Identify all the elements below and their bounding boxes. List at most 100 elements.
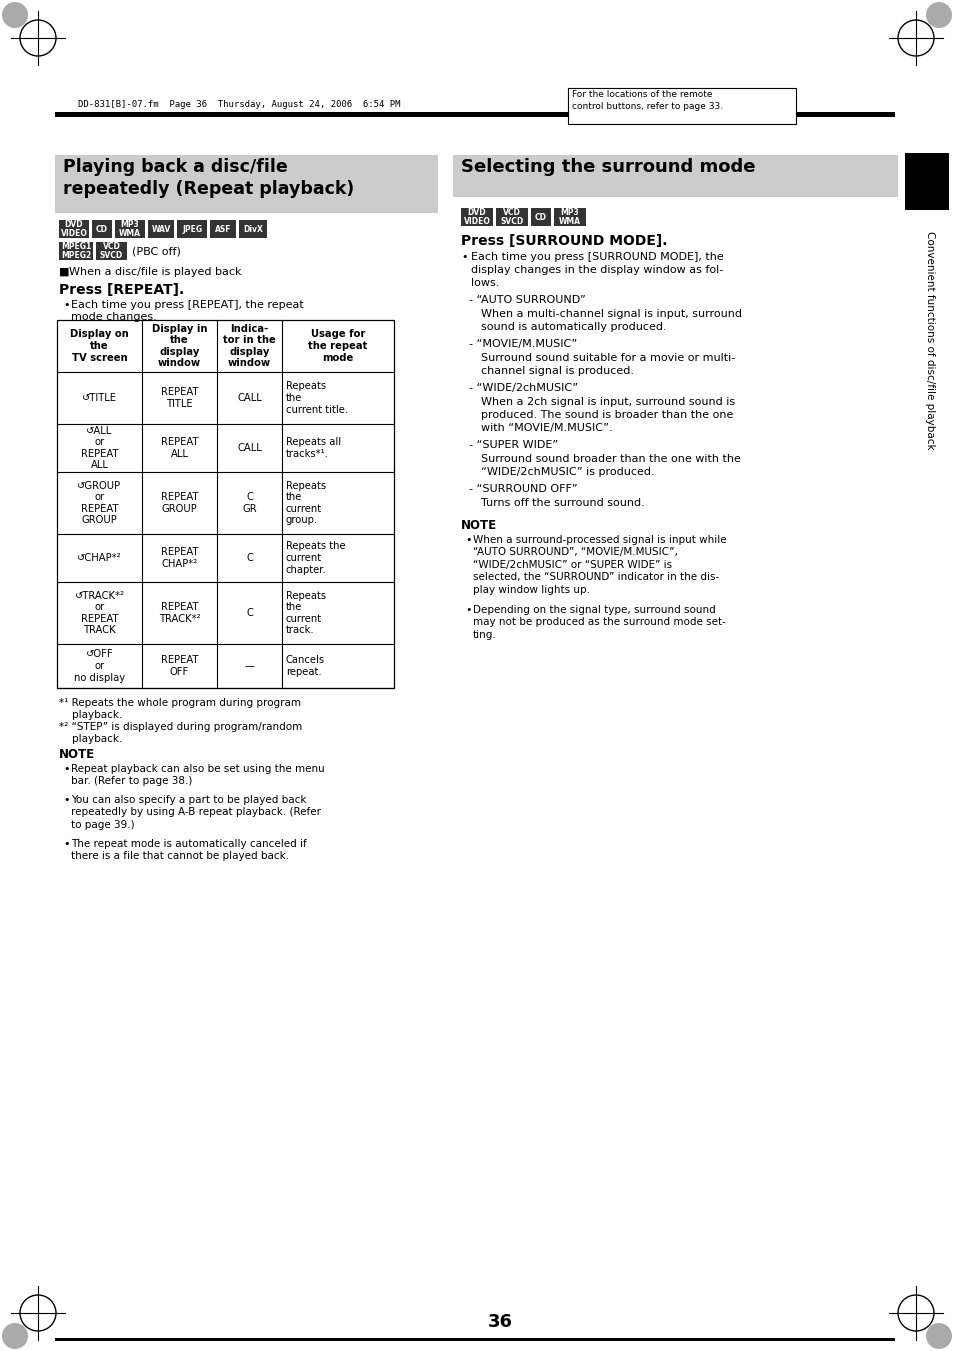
Text: DivX: DivX [243, 224, 263, 234]
Text: NOTE: NOTE [460, 519, 497, 532]
Text: Depending on the signal type, surround sound
may not be produced as the surround: Depending on the signal type, surround s… [473, 605, 725, 640]
Text: CD: CD [96, 224, 108, 234]
Text: When a multi-channel signal is input, surround
sound is automatically produced.: When a multi-channel signal is input, su… [480, 309, 741, 332]
Bar [239, 220, 267, 238]
Text: REPEAT
TRACK*²: REPEAT TRACK*² [158, 603, 200, 624]
Text: •: • [63, 765, 70, 774]
Text: ↺TRACK*²
or
REPEAT
TRACK: ↺TRACK*² or REPEAT TRACK [74, 590, 125, 635]
Text: •: • [63, 839, 70, 848]
Text: Display on
the
TV screen: Display on the TV screen [71, 330, 129, 362]
Text: Press [REPEAT].: Press [REPEAT]. [59, 282, 184, 297]
Text: ↺ALL
or
REPEAT
ALL: ↺ALL or REPEAT ALL [81, 426, 118, 470]
Text: For the locations of the remote
control buttons, refer to page 33.: For the locations of the remote control … [572, 91, 722, 111]
Text: - “WIDE/2chMUSIC”: - “WIDE/2chMUSIC” [469, 382, 578, 393]
Text: The repeat mode is automatically canceled if
there is a file that cannot be play: The repeat mode is automatically cancele… [71, 839, 307, 862]
Text: Selecting the surround mode: Selecting the surround mode [460, 158, 755, 176]
Text: REPEAT
OFF: REPEAT OFF [161, 655, 198, 677]
Text: (PBC off): (PBC off) [132, 246, 181, 255]
Bar [148, 220, 173, 238]
Text: - “SURROUND OFF”: - “SURROUND OFF” [469, 484, 577, 494]
Text: •: • [464, 535, 471, 544]
Text: REPEAT
TITLE: REPEAT TITLE [161, 388, 198, 409]
Bar [55, 1337, 894, 1342]
Text: - “MOVIE/M.MUSIC”: - “MOVIE/M.MUSIC” [469, 339, 577, 349]
Text: ↺TITLE: ↺TITLE [82, 393, 117, 403]
Text: Repeats
the
current title.: Repeats the current title. [286, 381, 348, 415]
Text: When a 2ch signal is input, surround sound is
produced. The sound is broader tha: When a 2ch signal is input, surround sou… [480, 397, 735, 432]
Text: ■: ■ [59, 267, 70, 277]
Text: Repeats the
current
chapter.: Repeats the current chapter. [286, 542, 345, 574]
Bar [567, 88, 795, 124]
Text: Repeats
the
current
track.: Repeats the current track. [286, 590, 326, 635]
Text: C: C [246, 553, 253, 563]
Text: MPEG1
MPEG2: MPEG1 MPEG2 [61, 242, 91, 261]
Text: Convenient functions of disc/file playback: Convenient functions of disc/file playba… [924, 231, 934, 450]
Text: NOTE: NOTE [59, 748, 95, 761]
Text: ASF: ASF [214, 224, 231, 234]
Text: •: • [460, 253, 467, 262]
Text: Surround sound broader than the one with the
“WIDE/2chMUSIC” is produced.: Surround sound broader than the one with… [480, 454, 740, 477]
Bar [59, 220, 89, 238]
Text: Repeat playback can also be set using the menu
bar. (Refer to page 38.): Repeat playback can also be set using th… [71, 765, 324, 786]
Text: - “AUTO SURROUND”: - “AUTO SURROUND” [469, 295, 585, 305]
Text: MP3
WMA: MP3 WMA [119, 220, 141, 238]
Text: ↺CHAP*²: ↺CHAP*² [77, 553, 122, 563]
Bar [115, 220, 145, 238]
Bar [177, 220, 207, 238]
Text: Repeats all
tracks*¹.: Repeats all tracks*¹. [286, 438, 341, 459]
Text: C
GR: C GR [242, 492, 256, 513]
Text: REPEAT
ALL: REPEAT ALL [161, 438, 198, 459]
Text: •: • [464, 605, 471, 615]
Text: DVD
VIDEO: DVD VIDEO [463, 208, 490, 227]
Text: VCD
SVCD: VCD SVCD [500, 208, 523, 227]
Text: Surround sound suitable for a movie or multi-
channel signal is produced.: Surround sound suitable for a movie or m… [480, 353, 735, 376]
Text: DD-831[B]-07.fm  Page 36  Thursday, August 24, 2006  6:54 PM: DD-831[B]-07.fm Page 36 Thursday, August… [78, 100, 400, 109]
Bar [55, 155, 437, 213]
Text: *¹ Repeats the whole program during program
    playback.: *¹ Repeats the whole program during prog… [59, 698, 301, 720]
Text: Display in
the
display
window: Display in the display window [152, 324, 207, 369]
Text: Playing back a disc/file
repeatedly (Repeat playback): Playing back a disc/file repeatedly (Rep… [63, 158, 354, 197]
Text: Indica-
tor in the
display
window: Indica- tor in the display window [223, 324, 275, 369]
Text: VCD
SVCD: VCD SVCD [100, 242, 123, 261]
Bar [904, 153, 948, 338]
Bar [210, 220, 235, 238]
Bar [96, 242, 127, 259]
Text: CALL: CALL [237, 393, 262, 403]
Text: DVD
VIDEO: DVD VIDEO [60, 220, 88, 238]
Text: You can also specify a part to be played back
repeatedly by using A-B repeat pla: You can also specify a part to be played… [71, 794, 320, 830]
Text: When a disc/file is played back: When a disc/file is played back [69, 267, 241, 277]
Text: ↺GROUP
or
REPEAT
GROUP: ↺GROUP or REPEAT GROUP [77, 481, 121, 526]
Bar [453, 155, 897, 197]
Text: Turns off the surround sound.: Turns off the surround sound. [480, 499, 644, 508]
Text: •: • [63, 300, 70, 309]
Text: *² “STEP” is displayed during program/random
    playback.: *² “STEP” is displayed during program/ra… [59, 721, 302, 744]
Text: When a surround-processed signal is input while
“AUTO SURROUND”, “MOVIE/M.MUSIC”: When a surround-processed signal is inpu… [473, 535, 726, 594]
Text: •: • [63, 794, 70, 805]
Text: JPEG: JPEG [182, 224, 202, 234]
Text: REPEAT
GROUP: REPEAT GROUP [161, 492, 198, 513]
Text: Each time you press [SURROUND MODE], the
display changes in the display window a: Each time you press [SURROUND MODE], the… [471, 253, 723, 288]
Circle shape [925, 1323, 951, 1350]
Circle shape [2, 1323, 28, 1350]
Bar [554, 208, 585, 226]
Text: Press [SURROUND MODE].: Press [SURROUND MODE]. [460, 234, 667, 249]
Text: REPEAT
CHAP*²: REPEAT CHAP*² [161, 547, 198, 569]
Text: CD: CD [535, 212, 546, 222]
Text: —: — [244, 661, 254, 671]
Bar [91, 220, 112, 238]
Text: Cancels
repeat.: Cancels repeat. [286, 655, 325, 677]
Bar [55, 112, 894, 118]
Text: C: C [246, 608, 253, 617]
Text: Usage for
the repeat
mode: Usage for the repeat mode [308, 330, 367, 362]
Circle shape [2, 1, 28, 28]
Circle shape [925, 1, 951, 28]
Text: CALL: CALL [237, 443, 262, 453]
Text: 36: 36 [487, 1313, 512, 1331]
Text: - “SUPER WIDE”: - “SUPER WIDE” [469, 440, 558, 450]
Bar [57, 320, 394, 688]
Bar [496, 208, 527, 226]
Bar [531, 208, 551, 226]
Text: WAV: WAV [152, 224, 171, 234]
Text: MP3
WMA: MP3 WMA [558, 208, 580, 227]
Text: Repeats
the
current
group.: Repeats the current group. [286, 481, 326, 526]
